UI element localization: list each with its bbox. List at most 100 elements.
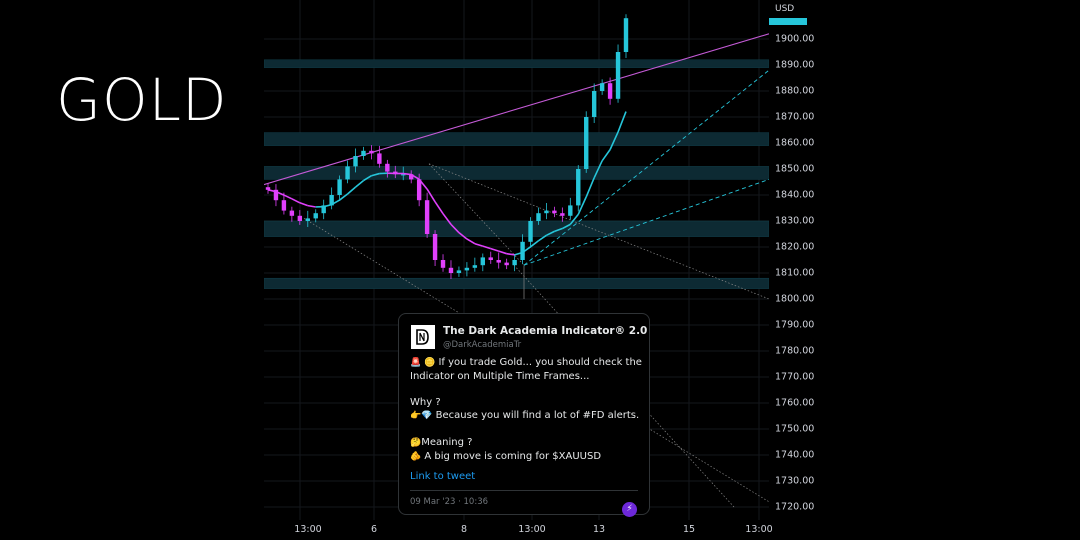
dark-academia-logo-icon [411, 325, 435, 349]
channel-upper-line [264, 33, 769, 186]
candle-body [305, 218, 310, 221]
currency-label: USD [775, 4, 795, 14]
thinking-icon: 🤔 [410, 438, 422, 448]
moving-average-line [474, 242, 484, 247]
candle-body [480, 257, 485, 266]
price-tick-label: 1770.00 [775, 371, 815, 383]
supply-demand-zone [264, 166, 769, 180]
moving-average-line [275, 190, 285, 196]
tweet-card: The Dark Academia Indicator® 2.0 @DarkAc… [398, 313, 650, 517]
candle-body [504, 262, 509, 266]
moving-average-line [466, 238, 476, 245]
moving-average-line [522, 246, 531, 254]
price-tick-label: 1800.00 [775, 293, 815, 305]
symbol-title: GOLD [56, 66, 228, 134]
candle-body [576, 169, 581, 206]
candle-body [496, 260, 501, 263]
dashed-ray-upper [523, 69, 769, 266]
supply-demand-zone [264, 132, 769, 146]
moving-average-line [482, 245, 491, 250]
candle-body [273, 189, 279, 201]
moving-average-line [569, 213, 579, 225]
candle-body [416, 179, 422, 201]
candle-body [615, 52, 621, 99]
moving-average-line [283, 194, 293, 200]
candle-body [281, 200, 287, 211]
price-tick-label: 1760.00 [775, 397, 815, 409]
time-tick-label: 8 [460, 524, 468, 535]
moving-average-line [601, 149, 611, 162]
link-to-tweet[interactable]: Link to tweet [410, 471, 476, 482]
candle-body [369, 150, 374, 154]
time-tick-label: 13:00 [294, 524, 322, 535]
supply-demand-zone [264, 277, 769, 289]
moving-average-line [538, 234, 547, 242]
price-tick-label: 1790.00 [775, 319, 815, 331]
moving-average-line [299, 202, 309, 207]
dotted-channel-mid [428, 163, 769, 300]
tweet-meaning: Meaning ? [421, 437, 473, 448]
price-tick-label: 1860.00 [775, 137, 815, 149]
moving-average-line [593, 160, 603, 179]
moving-average-line [506, 252, 515, 256]
lightning-icon[interactable]: ⚡ [622, 502, 637, 517]
price-tick-label: 1880.00 [775, 85, 815, 97]
tweet-line-1: If you trade Gold... you should check th… [410, 357, 642, 382]
price-tick-label: 1850.00 [775, 163, 815, 175]
price-tick-label: 1720.00 [775, 501, 815, 513]
tweet-body: 🚨 🪙 If you trade Gold... you should chec… [410, 356, 642, 477]
moving-average-line [355, 179, 364, 188]
pointing-icon: 🫵 [410, 452, 422, 462]
candle-body [607, 83, 613, 99]
candle-body [440, 260, 446, 268]
moving-average-line [609, 131, 619, 150]
candle-body [321, 205, 326, 214]
candle-body [297, 215, 303, 221]
time-axis[interactable]: 13:00 6 8 13:00 13 15 13:00 [264, 520, 772, 540]
moving-average-line [267, 189, 277, 193]
price-tick-label: 1890.00 [775, 59, 815, 71]
moving-average-line [434, 201, 444, 215]
candle-body [345, 166, 350, 180]
time-tick-label: 6 [370, 524, 378, 535]
candle-body [599, 83, 605, 91]
candle-body [512, 260, 517, 266]
price-tick-label: 1750.00 [775, 423, 815, 435]
moving-average-line [291, 198, 301, 204]
price-axis[interactable]: 1900.00 1890.00 1880.00 1870.00 1860.00 1850.… [769, 0, 829, 520]
candle-body [424, 200, 430, 234]
moving-average-line [450, 223, 460, 234]
tweet-line-3: A big move is coming for $XAUUSD [424, 451, 602, 462]
price-tick-label: 1870.00 [775, 111, 815, 123]
moving-average-line [426, 188, 436, 203]
time-tick-label: 15 [682, 524, 696, 535]
candle-body [289, 210, 295, 216]
moving-average-line [458, 232, 468, 240]
moving-average-line [331, 199, 340, 206]
current-price-tag [769, 18, 807, 25]
candle-body [456, 270, 462, 273]
tweet-date: 09 Mar '23 · 10:36 [410, 497, 489, 507]
moving-average-line [371, 172, 380, 177]
candle-body [591, 91, 597, 117]
moving-average-line [403, 172, 412, 176]
candle-body [623, 18, 629, 52]
candle-body [401, 174, 406, 176]
point-gem-icon: 👉💎 [410, 411, 433, 421]
candle-body [568, 205, 573, 216]
siren-coin-icon: 🚨 🪙 [410, 358, 436, 368]
price-tick-label: 1780.00 [775, 345, 815, 357]
moving-average-line [530, 240, 539, 248]
time-tick-label: 13:00 [518, 524, 546, 535]
candle-body [472, 265, 478, 268]
tweet-author-handle: @DarkAcademiaTr [443, 340, 522, 350]
moving-average-line [585, 177, 595, 198]
moving-average-line [307, 204, 316, 208]
moving-average-line [617, 111, 627, 133]
moving-average-line [410, 173, 420, 180]
moving-average-line [546, 230, 555, 237]
candle-body [313, 213, 318, 219]
candle-body [544, 210, 549, 214]
candle-body [265, 187, 271, 190]
moving-average-line [339, 193, 349, 201]
